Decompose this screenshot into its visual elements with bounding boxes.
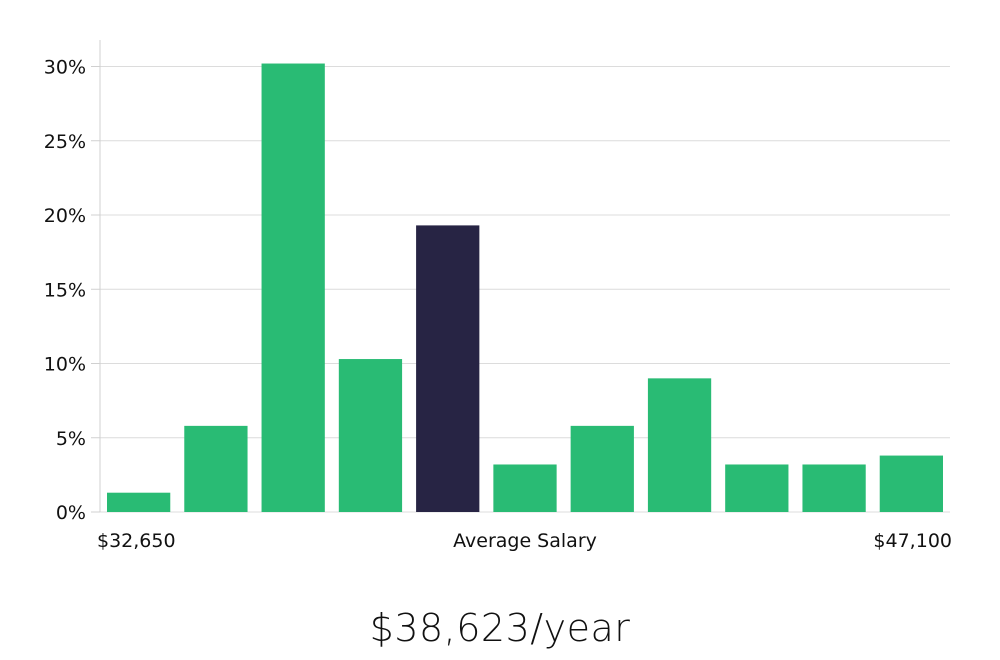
bar	[725, 464, 789, 512]
x-label-average: Average Salary	[453, 530, 597, 552]
y-tick-label: 0%	[56, 502, 86, 524]
bars	[107, 63, 943, 512]
bar	[802, 464, 866, 512]
y-tick-label: 25%	[44, 131, 86, 153]
y-axis-ticks: 0% 5% 10% 15% 20% 25% 30%	[44, 57, 100, 524]
x-label-max: $47,100	[873, 530, 952, 552]
bar	[261, 63, 325, 512]
bar	[107, 492, 171, 512]
bar	[570, 425, 634, 512]
bar	[184, 425, 248, 512]
y-tick-label: 15%	[44, 279, 86, 301]
average-salary-value: $38,623/year	[369, 606, 631, 650]
y-tick-label: 5%	[56, 428, 86, 450]
bar	[647, 378, 712, 512]
y-tick-label: 30%	[44, 57, 86, 79]
y-tick-label: 10%	[44, 354, 86, 376]
y-tick-label: 20%	[44, 205, 86, 227]
bar	[338, 359, 403, 512]
bar-highlight	[416, 225, 480, 512]
x-label-min: $32,650	[97, 530, 176, 552]
salary-histogram-chart: 0% 5% 10% 15% 20% 25% 30% $32,650 Average Sala…	[44, 40, 952, 552]
bar	[879, 455, 943, 512]
bar	[493, 464, 557, 512]
